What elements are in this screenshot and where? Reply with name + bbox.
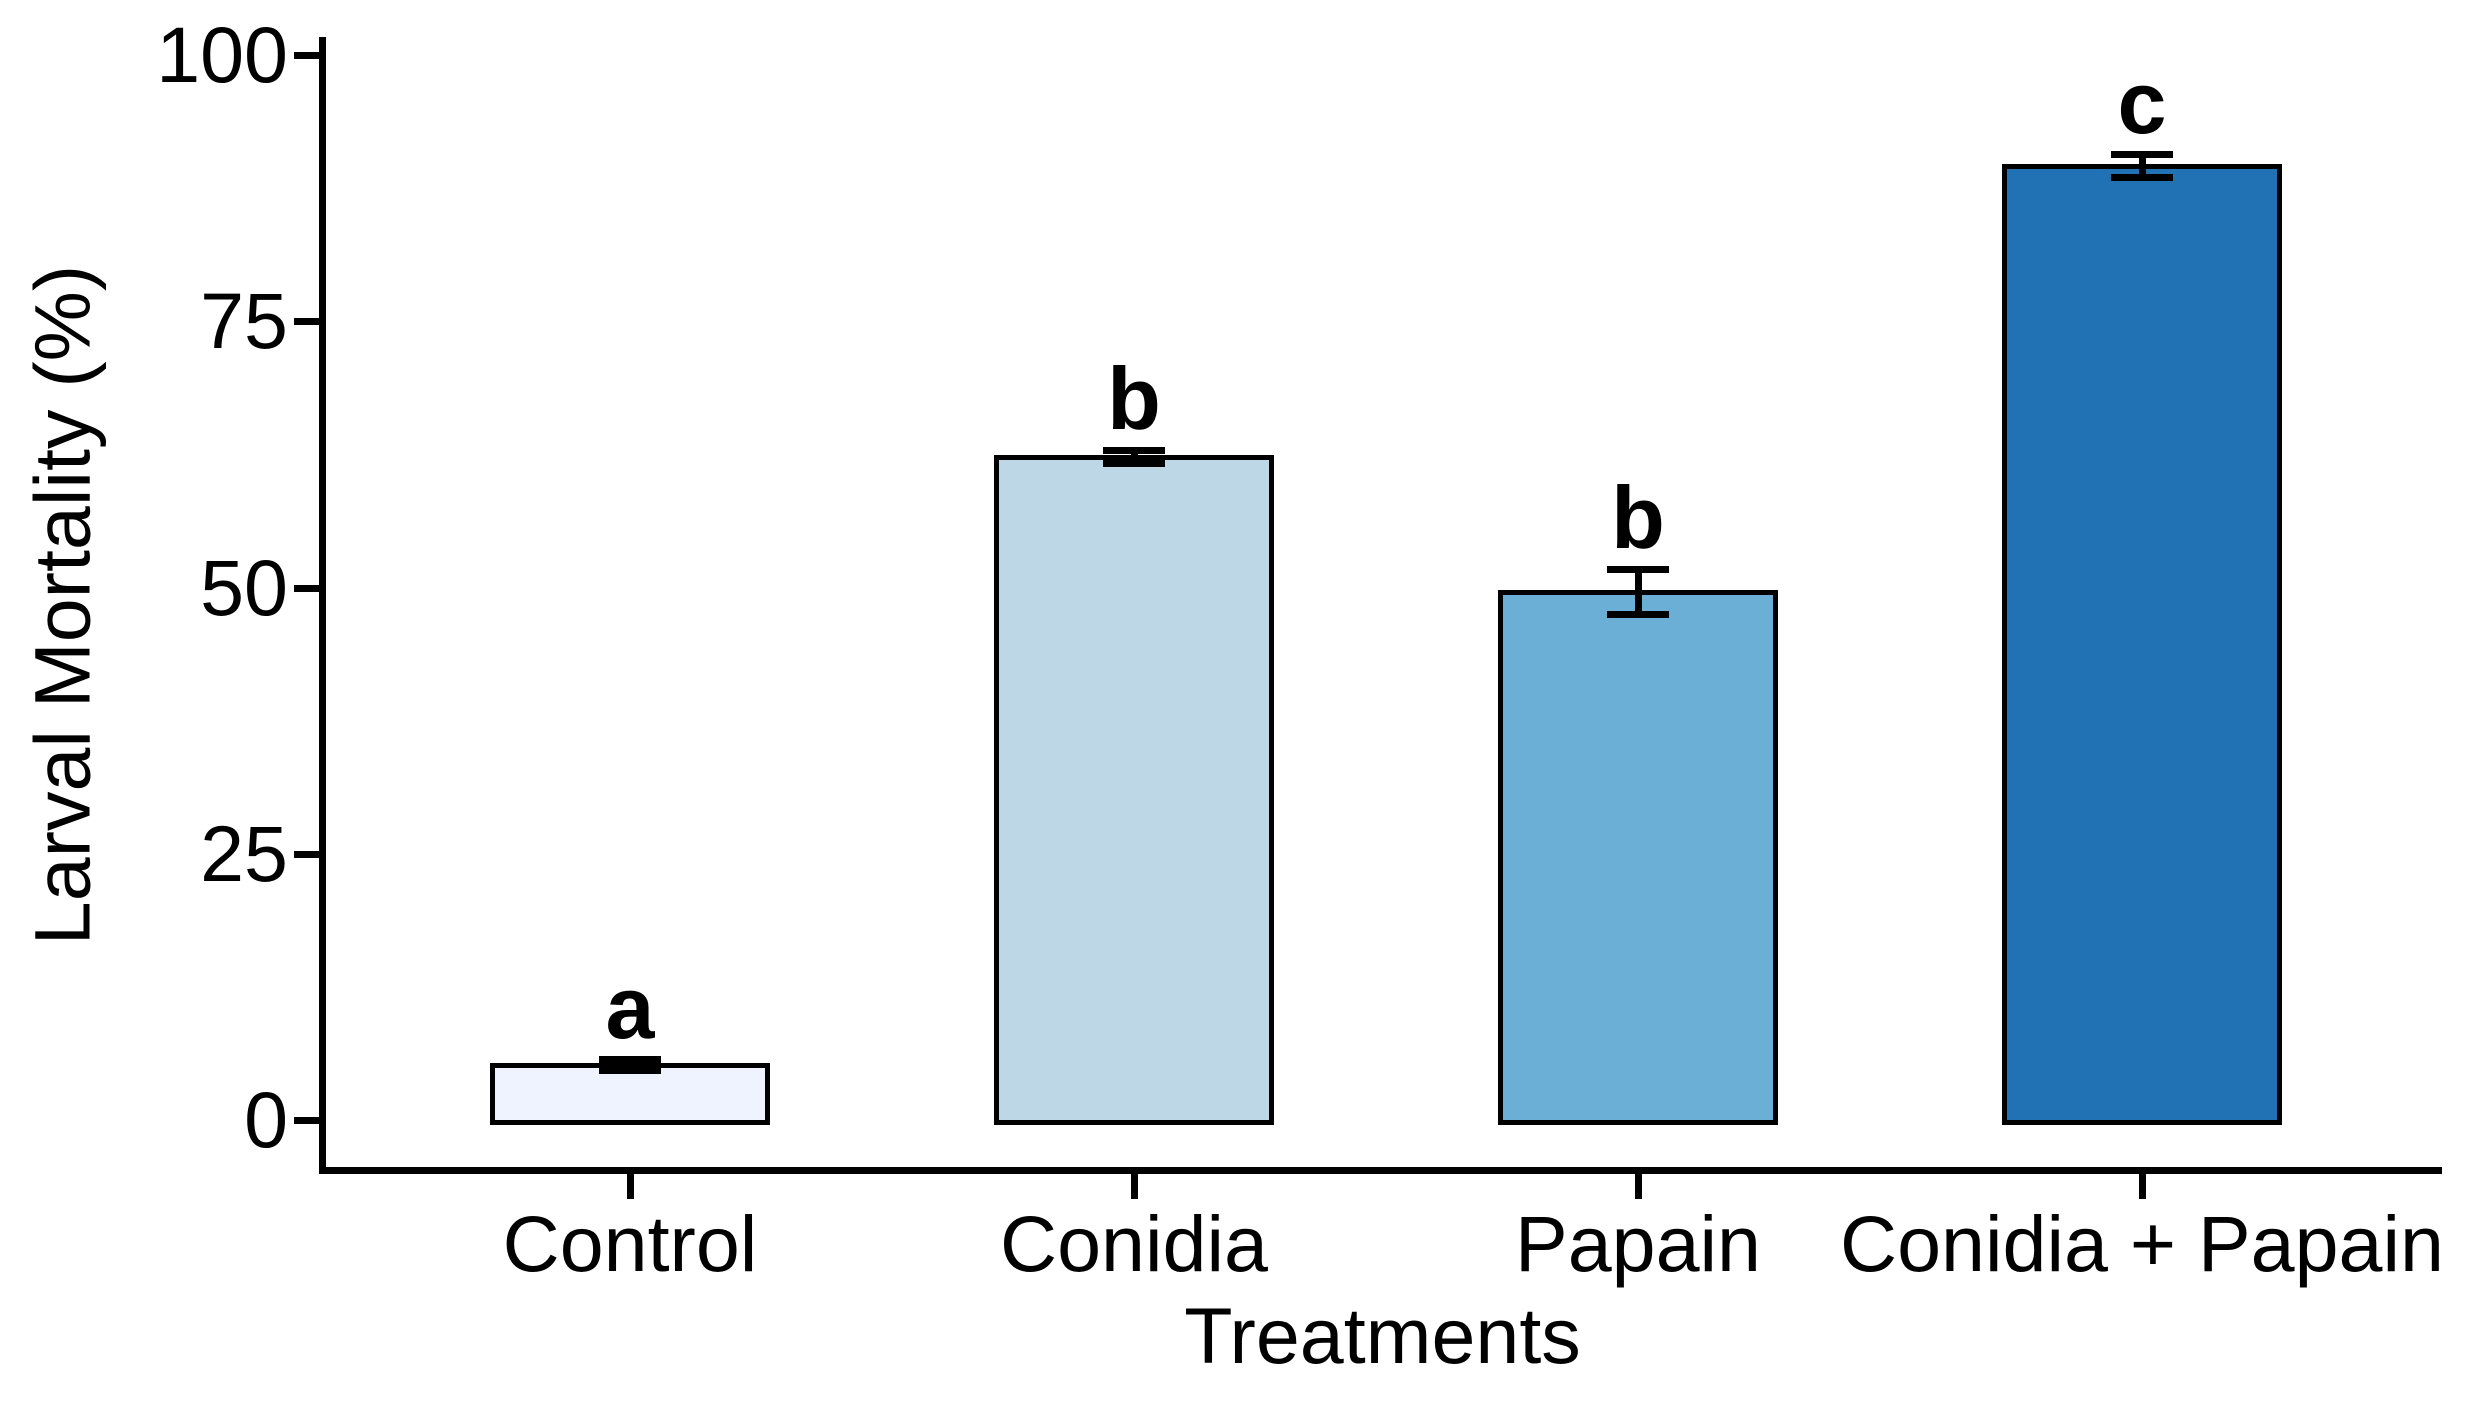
error-bar-bottom-cap <box>1103 460 1165 467</box>
significance-letter-b: b <box>1107 349 1161 448</box>
error-bar-bottom-cap <box>2111 174 2173 181</box>
x-tick-label-control: Control <box>502 1199 758 1288</box>
y-tick-label-25: 25 <box>200 809 288 898</box>
bar-conidia-papain <box>2002 164 2282 1125</box>
x-tick-label-conidia-papain: Conidia + Papain <box>1840 1199 2444 1288</box>
y-tick-mark-100 <box>294 52 319 59</box>
y-tick-mark-75 <box>294 318 319 325</box>
error-bar-stem <box>1131 450 1138 463</box>
x-tick-mark-1 <box>627 1174 634 1199</box>
x-axis-line <box>319 1167 2442 1174</box>
error-bar-top-cap <box>2111 151 2173 158</box>
error-bar-top-cap <box>1103 447 1165 454</box>
y-tick-mark-50 <box>294 585 319 592</box>
y-tick-label-50: 50 <box>200 543 288 632</box>
error-bar-stem <box>627 1059 634 1070</box>
bar-papain <box>1498 590 1778 1125</box>
significance-letter-c: c <box>2117 53 2167 152</box>
y-tick-mark-25 <box>294 851 319 858</box>
error-bar-stem <box>2139 154 2146 177</box>
x-tick-mark-2 <box>1131 1174 1138 1199</box>
x-tick-label-conidia: Conidia <box>1000 1199 1268 1288</box>
significance-letter-b: b <box>1611 468 1665 567</box>
x-axis-title: Treatments <box>1184 1291 1581 1380</box>
error-bar-bottom-cap <box>599 1067 661 1074</box>
y-tick-label-75: 75 <box>200 276 288 365</box>
significance-letter-a: a <box>605 958 655 1057</box>
y-tick-mark-0 <box>294 1117 319 1124</box>
y-axis-line <box>319 37 326 1173</box>
error-bar-bottom-cap <box>1607 611 1669 618</box>
bar-conidia <box>994 455 1274 1125</box>
x-tick-label-papain: Papain <box>1515 1199 1761 1288</box>
error-bar-top-cap <box>599 1056 661 1063</box>
error-bar-top-cap <box>1607 566 1669 573</box>
y-tick-label-0: 0 <box>244 1075 288 1164</box>
y-tick-label-100: 100 <box>156 10 288 99</box>
x-tick-mark-4 <box>2139 1174 2146 1199</box>
x-tick-mark-3 <box>1635 1174 1642 1199</box>
error-bar-stem <box>1635 569 1642 614</box>
